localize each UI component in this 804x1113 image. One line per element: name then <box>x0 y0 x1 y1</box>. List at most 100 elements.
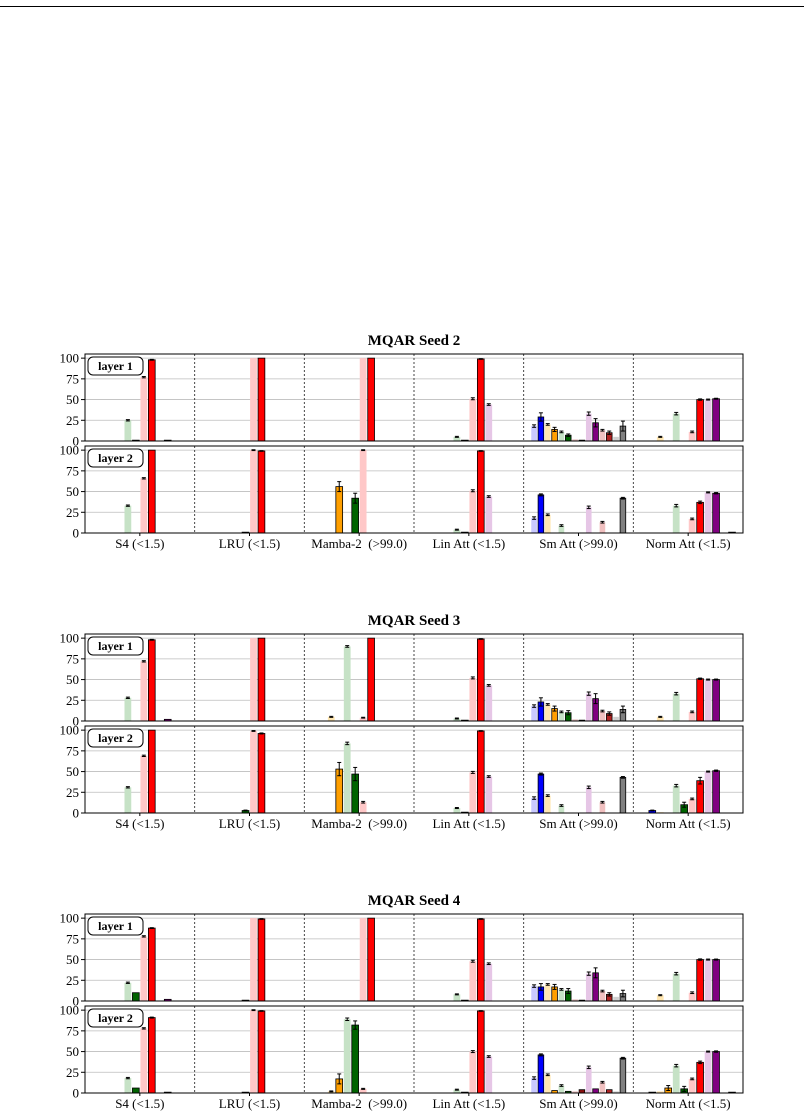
category-label: Sm Att (>99.0) <box>539 536 617 551</box>
bar <box>140 377 148 441</box>
bar <box>257 450 266 534</box>
bar <box>599 430 606 441</box>
y-tick-label: 25 <box>66 505 79 520</box>
bar <box>688 798 696 813</box>
bar <box>531 426 537 441</box>
bar <box>585 973 592 1001</box>
layer-label-box <box>87 728 144 748</box>
bar <box>613 716 619 721</box>
bar <box>367 917 375 1002</box>
y-tick-label: 25 <box>66 973 79 988</box>
bar <box>613 436 619 441</box>
bar <box>148 729 156 814</box>
bar <box>359 802 367 813</box>
bar <box>696 678 704 722</box>
bar <box>572 1091 578 1093</box>
y-tick-label: 100 <box>60 631 80 646</box>
y-tick-label: 100 <box>60 351 80 366</box>
bar <box>335 486 344 534</box>
y-tick-label: 75 <box>66 931 79 946</box>
bar <box>453 436 461 441</box>
bar <box>250 918 257 1001</box>
bar <box>148 359 156 442</box>
bar <box>453 529 461 533</box>
category-label: Lin Att (<1.5) <box>432 536 505 551</box>
bar <box>477 450 485 534</box>
category-label: LRU (<1.5) <box>219 536 281 551</box>
bar <box>531 798 537 813</box>
bar <box>124 982 132 1001</box>
y-tick-label: 50 <box>66 484 79 499</box>
panel-frame <box>84 725 744 814</box>
bar <box>613 1091 619 1093</box>
bar <box>696 959 704 1002</box>
bar <box>696 780 704 814</box>
panel-frame <box>84 353 744 442</box>
layer-label: layer 2 <box>98 451 133 465</box>
layer-label: layer 1 <box>98 359 133 373</box>
bar <box>257 357 266 442</box>
bar <box>672 693 680 721</box>
y-tick-label: 0 <box>73 714 80 729</box>
bar <box>453 1089 461 1093</box>
bar <box>531 1078 537 1093</box>
layer-label: layer 1 <box>98 639 133 653</box>
bar <box>132 992 140 1002</box>
category-label: S4 (<1.5) <box>115 816 164 831</box>
bar <box>544 1074 551 1093</box>
bar <box>469 677 477 721</box>
bar <box>599 991 606 1001</box>
category-label: Norm Att (<1.5) <box>646 1096 731 1111</box>
top-rule <box>0 6 804 7</box>
bar <box>656 1091 664 1093</box>
bar <box>469 490 477 533</box>
bar <box>712 679 720 722</box>
bar <box>688 431 696 441</box>
layer-label-box <box>87 448 144 468</box>
category-label: Sm Att (>99.0) <box>539 816 617 831</box>
y-tick-label: 50 <box>66 392 79 407</box>
layer-label-box <box>87 636 144 656</box>
y-tick-label: 100 <box>60 1003 80 1018</box>
bar <box>453 718 461 721</box>
y-tick-label: 0 <box>73 994 80 1009</box>
bar <box>599 802 606 813</box>
bar <box>477 1010 485 1094</box>
bar <box>613 996 619 1001</box>
bar <box>537 773 545 814</box>
layer-label: layer 2 <box>98 731 133 745</box>
bar <box>359 358 367 441</box>
bar <box>140 661 148 721</box>
bar <box>257 1010 266 1094</box>
bar <box>148 639 156 722</box>
bar <box>140 936 148 1001</box>
y-tick-label: 75 <box>66 463 79 478</box>
bar <box>140 1028 148 1093</box>
bar <box>656 436 664 441</box>
bar <box>544 424 551 441</box>
bar <box>477 918 485 1002</box>
chart-title: MQAR Seed 3 <box>368 613 461 629</box>
y-tick-label: 50 <box>66 764 79 779</box>
panel-frame <box>84 1005 744 1094</box>
category-label: Mamba-2 (>99.0) <box>311 816 407 831</box>
bar <box>712 398 720 442</box>
bar <box>572 999 578 1001</box>
category-label: LRU (<1.5) <box>219 1096 281 1111</box>
bar <box>531 706 537 721</box>
chart-title: MQAR Seed 4 <box>368 893 461 909</box>
bar <box>599 711 606 721</box>
bar <box>250 730 257 813</box>
bar <box>250 638 257 721</box>
bar <box>359 717 367 721</box>
y-tick-label: 25 <box>66 413 79 428</box>
bar <box>712 770 720 814</box>
bar <box>712 1051 720 1094</box>
bar <box>148 449 156 534</box>
bar <box>485 776 493 813</box>
bar <box>537 1054 545 1094</box>
bar <box>672 505 680 533</box>
bar <box>704 1051 712 1093</box>
bar <box>250 450 257 533</box>
category-label: LRU (<1.5) <box>219 816 281 831</box>
